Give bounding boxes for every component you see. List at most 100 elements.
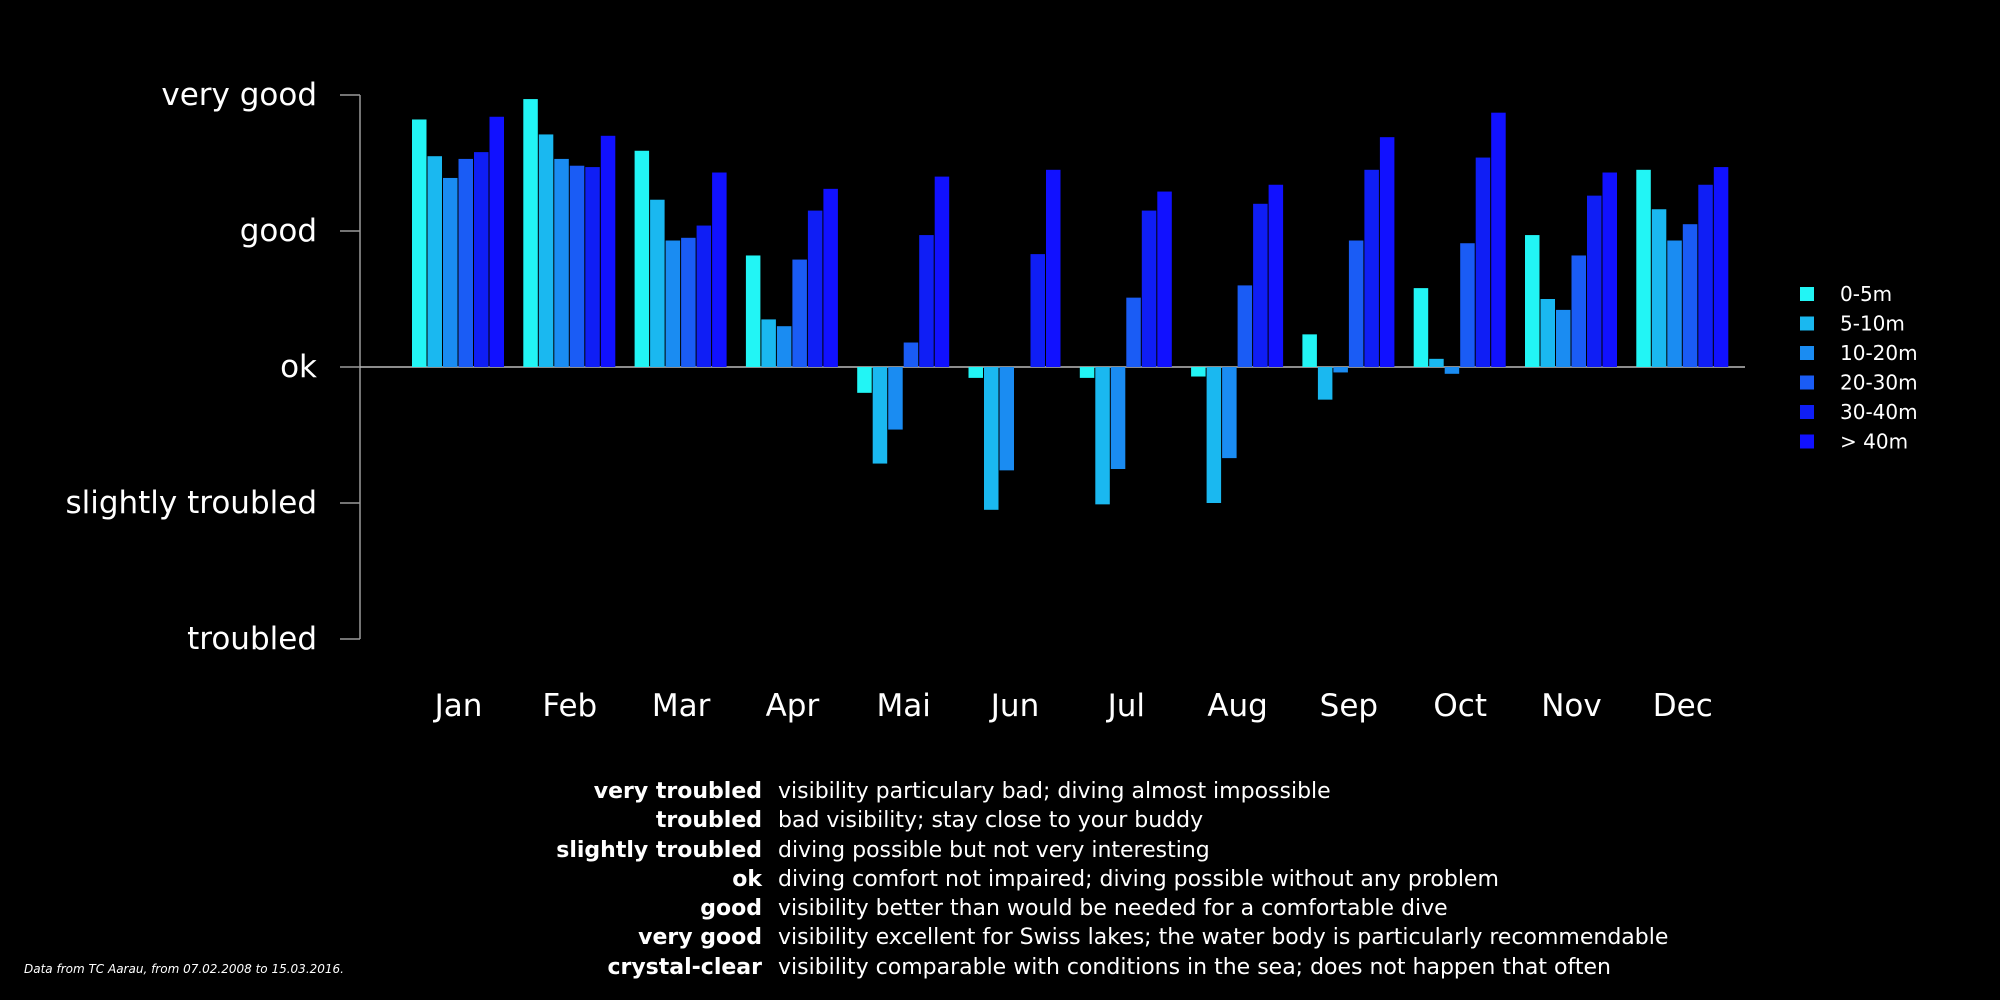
definition-term: slightly troubled xyxy=(556,837,762,863)
bar xyxy=(1444,367,1460,374)
y-tick-label: slightly troubled xyxy=(65,485,317,521)
y-tick-label: very good xyxy=(161,77,317,113)
definition-term: good xyxy=(700,896,762,922)
definition-row: good visibility better than would be nee… xyxy=(420,894,1720,923)
source-note: Data from TC Aarau, from 07.02.2008 to 1… xyxy=(24,962,344,976)
bar xyxy=(681,237,696,367)
bar xyxy=(761,319,776,367)
bar xyxy=(634,150,650,367)
bar xyxy=(903,342,919,367)
bar xyxy=(412,119,427,367)
x-tick-label: Jul xyxy=(1106,688,1145,724)
bar xyxy=(919,235,934,367)
bar xyxy=(1030,254,1045,367)
bar xyxy=(1268,184,1284,367)
bar xyxy=(474,152,489,367)
bar xyxy=(1587,195,1602,367)
y-tick-label: troubled xyxy=(187,621,317,657)
definition-term: crystal-clear xyxy=(607,954,762,980)
visibility-definitions: very troubled visibility particulary bad… xyxy=(420,777,1720,982)
definition-term: very troubled xyxy=(593,779,762,804)
definition-text: visibility excellent for Swiss lakes; th… xyxy=(778,925,1669,951)
bar xyxy=(1667,240,1682,367)
bar xyxy=(934,176,950,367)
bar xyxy=(458,158,473,367)
bar xyxy=(1095,367,1110,505)
bar xyxy=(857,367,872,393)
bar xyxy=(1046,169,1061,367)
bar xyxy=(696,225,712,367)
bar xyxy=(600,135,616,367)
bar xyxy=(776,326,792,367)
x-tick-label: Jun xyxy=(989,688,1039,724)
bar xyxy=(538,134,554,367)
legend-label: 5-10m xyxy=(1840,312,1905,336)
legend-label: 30-40m xyxy=(1840,400,1918,424)
bar xyxy=(745,255,761,367)
x-tick-label: Apr xyxy=(766,688,820,724)
bar xyxy=(1651,209,1667,367)
bar xyxy=(585,167,600,367)
y-tick-label: good xyxy=(240,213,317,249)
bar xyxy=(999,367,1014,471)
bar xyxy=(1636,169,1651,367)
bar xyxy=(1302,334,1317,367)
x-tick-label: Jan xyxy=(433,688,483,724)
definition-term: troubled xyxy=(655,808,762,834)
bar xyxy=(523,99,538,367)
y-tick-label: ok xyxy=(280,349,317,385)
bar xyxy=(1540,299,1555,367)
x-tick-label: Mar xyxy=(652,688,711,724)
bar xyxy=(569,165,585,367)
legend-swatch xyxy=(1800,405,1814,419)
bar xyxy=(968,367,983,378)
definition-row: very troubled visibility particulary bad… xyxy=(420,777,1720,806)
bar xyxy=(1491,112,1506,368)
bar xyxy=(1141,210,1157,367)
bar xyxy=(650,199,665,367)
bar xyxy=(984,367,999,510)
bar xyxy=(1253,203,1268,367)
legend-label: 0-5m xyxy=(1840,282,1892,306)
definition-text: bad visibility; stay close to your buddy xyxy=(778,808,1204,834)
bar xyxy=(554,158,569,367)
chart-legend: 0-5m 5-10m 10-20m 20-30m 30-40m > 40m xyxy=(1800,282,1918,454)
bar xyxy=(712,172,727,367)
x-tick-label: Dec xyxy=(1653,688,1713,724)
bar xyxy=(1317,367,1333,400)
bar xyxy=(1602,172,1617,367)
bar xyxy=(427,156,442,367)
x-tick-label: Mai xyxy=(877,688,931,724)
bar xyxy=(792,259,807,367)
bar xyxy=(1413,288,1429,367)
bar xyxy=(1571,255,1586,367)
definition-row: troubled bad visibility; stay close to y… xyxy=(420,806,1720,835)
definition-term: ok xyxy=(732,866,762,892)
bar xyxy=(1110,367,1126,469)
bar xyxy=(443,177,458,367)
definition-text: visibility comparable with conditions in… xyxy=(778,954,1611,980)
bar xyxy=(665,240,681,367)
bar xyxy=(872,367,888,464)
bar xyxy=(807,210,823,367)
legend-label: 20-30m xyxy=(1840,371,1918,395)
x-tick-label: Nov xyxy=(1541,688,1602,724)
x-tick-label: Aug xyxy=(1207,688,1268,724)
definition-term: very good xyxy=(638,925,762,951)
bar xyxy=(1348,240,1364,367)
bar xyxy=(1475,157,1491,367)
bar xyxy=(1079,367,1095,378)
bar xyxy=(1333,367,1348,373)
bar xyxy=(1126,297,1141,367)
definition-text: diving comfort not impaired; diving poss… xyxy=(778,866,1499,892)
bar xyxy=(1157,191,1172,367)
bar xyxy=(1237,285,1253,367)
legend-label: > 40m xyxy=(1840,430,1908,454)
definition-row: ok diving comfort not impaired; diving p… xyxy=(420,865,1720,894)
bar xyxy=(1206,367,1222,503)
bar xyxy=(1682,224,1698,367)
definition-row: slightly troubled diving possible but no… xyxy=(420,836,1720,865)
bar xyxy=(1379,137,1395,367)
definition-row: crystal-clear visibility comparable with… xyxy=(420,953,1720,982)
